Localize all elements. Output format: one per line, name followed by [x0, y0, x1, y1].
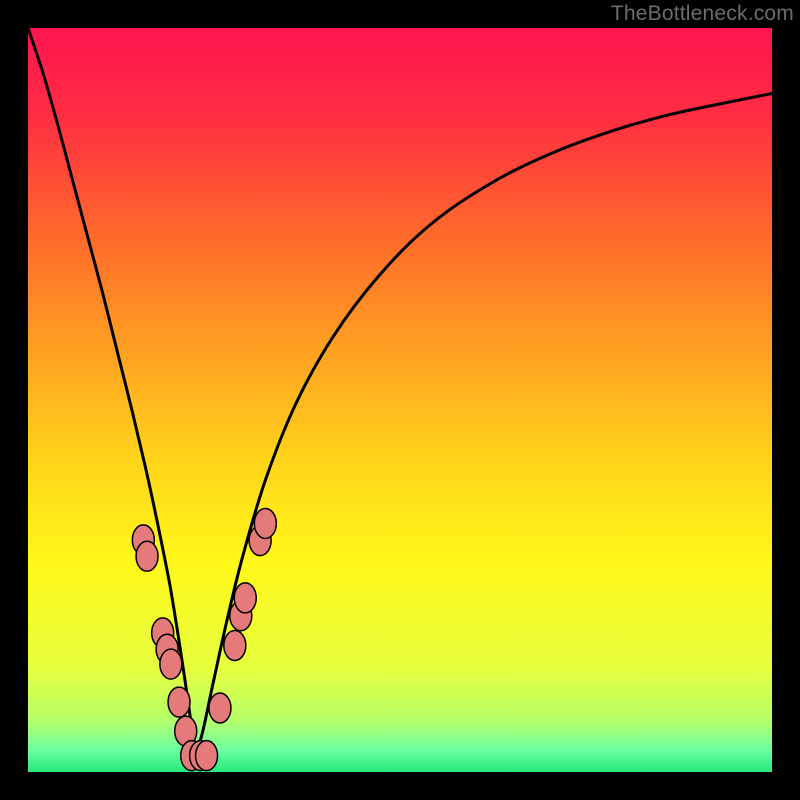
gradient-background	[28, 28, 772, 772]
data-marker	[234, 583, 256, 613]
data-marker	[168, 687, 190, 717]
plot-area	[28, 28, 772, 772]
watermark-text: TheBottleneck.com	[611, 2, 794, 26]
data-marker	[224, 631, 246, 661]
chart-frame: TheBottleneck.com	[0, 0, 800, 800]
chart-svg	[28, 28, 772, 772]
data-marker	[196, 741, 218, 771]
data-marker	[254, 509, 276, 539]
data-marker	[160, 649, 182, 679]
data-marker	[209, 693, 231, 723]
data-marker	[136, 541, 158, 571]
